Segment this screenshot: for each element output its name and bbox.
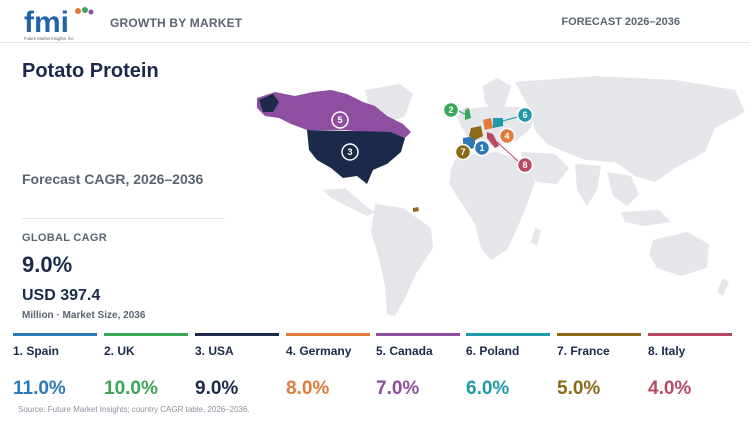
card-cagr: 5.0% — [557, 378, 601, 399]
country-card-italy: 8. Italy 4.0% — [648, 333, 732, 400]
svg-text:7: 7 — [460, 147, 465, 157]
card-bar — [286, 333, 370, 336]
card-bar — [195, 333, 279, 336]
fmi-logo: fmi Future Market Insights, Inc. — [24, 6, 94, 41]
card-cagr: 9.0% — [195, 378, 239, 399]
card-cagr: 11.0% — [13, 378, 66, 399]
forecast-label: Forecast CAGR, 2026–2036 — [22, 171, 204, 187]
map-marker-8: 8 — [516, 156, 534, 174]
map-marker-4: 4 — [498, 127, 516, 145]
card-name: 2. UK — [104, 344, 135, 358]
country-card-poland: 6. Poland 6.0% — [466, 333, 550, 400]
svg-text:5: 5 — [337, 115, 342, 125]
card-bar — [466, 333, 550, 336]
map-marker-3: 3 — [341, 143, 359, 161]
world-map: 5 3 2 6 4 1 7 8 — [257, 76, 745, 316]
market-size-value: USD 397.4 — [22, 287, 101, 304]
card-name: 3. USA — [195, 344, 234, 358]
svg-text:6: 6 — [522, 110, 527, 120]
card-bar — [557, 333, 641, 336]
map-marker-6: 6 — [516, 106, 534, 124]
logo-text: fmi — [24, 6, 69, 39]
svg-text:2: 2 — [448, 105, 453, 115]
card-name: 1. Spain — [13, 344, 60, 358]
country-italy — [487, 132, 499, 148]
card-cagr: 10.0% — [104, 378, 158, 399]
map-land — [265, 76, 745, 316]
svg-text:4: 4 — [504, 131, 509, 141]
country-card-germany: 4. Germany 8.0% — [286, 333, 370, 400]
map-marker-5: 5 — [331, 111, 349, 129]
card-bar — [13, 333, 97, 336]
divider — [22, 218, 225, 219]
country-france — [469, 126, 483, 140]
forecast-period: FORECAST 2026–2036 — [561, 16, 680, 28]
header-title: GROWTH BY MARKET — [110, 16, 243, 30]
svg-text:1: 1 — [479, 143, 484, 153]
card-bar — [648, 333, 732, 336]
market-size-label: Million · Market Size, 2036 — [22, 310, 146, 321]
card-cagr: 6.0% — [466, 378, 510, 399]
country-uk — [465, 108, 471, 120]
country-germany — [483, 118, 493, 130]
card-cagr: 8.0% — [286, 378, 330, 399]
map-marker-7: 7 — [454, 143, 472, 161]
country-card-canada: 5. Canada 7.0% — [376, 333, 460, 400]
country-card-usa: 3. USA 9.0% — [195, 333, 279, 400]
card-cagr: 4.0% — [648, 378, 692, 399]
country-card-spain: 1. Spain 11.0% — [13, 333, 97, 400]
header: fmi Future Market Insights, Inc. GROWTH … — [0, 0, 750, 43]
svg-text:3: 3 — [347, 147, 352, 157]
global-cagr-value: 9.0% — [22, 252, 73, 277]
logo-subtext: Future Market Insights, Inc. — [24, 36, 75, 41]
card-name: 5. Canada — [376, 344, 433, 358]
map-marker-1: 1 — [473, 139, 491, 157]
card-bar — [104, 333, 188, 336]
card-name: 7. France — [557, 344, 610, 358]
card-name: 6. Poland — [466, 344, 520, 358]
country-card-france: 7. France 5.0% — [557, 333, 641, 400]
card-bar — [376, 333, 460, 336]
country-poland — [493, 118, 503, 128]
card-name: 4. Germany — [286, 344, 352, 358]
map-marker-2: 2 — [442, 101, 460, 119]
source-note: Source: Future Market Insights; country … — [18, 405, 250, 414]
card-name: 8. Italy — [648, 344, 686, 358]
country-card-uk: 2. UK 10.0% — [104, 333, 188, 400]
global-cagr-label: GLOBAL CAGR — [22, 232, 107, 244]
page-title: Potato Protein — [22, 60, 159, 82]
card-cagr: 7.0% — [376, 378, 420, 399]
svg-text:8: 8 — [522, 160, 527, 170]
